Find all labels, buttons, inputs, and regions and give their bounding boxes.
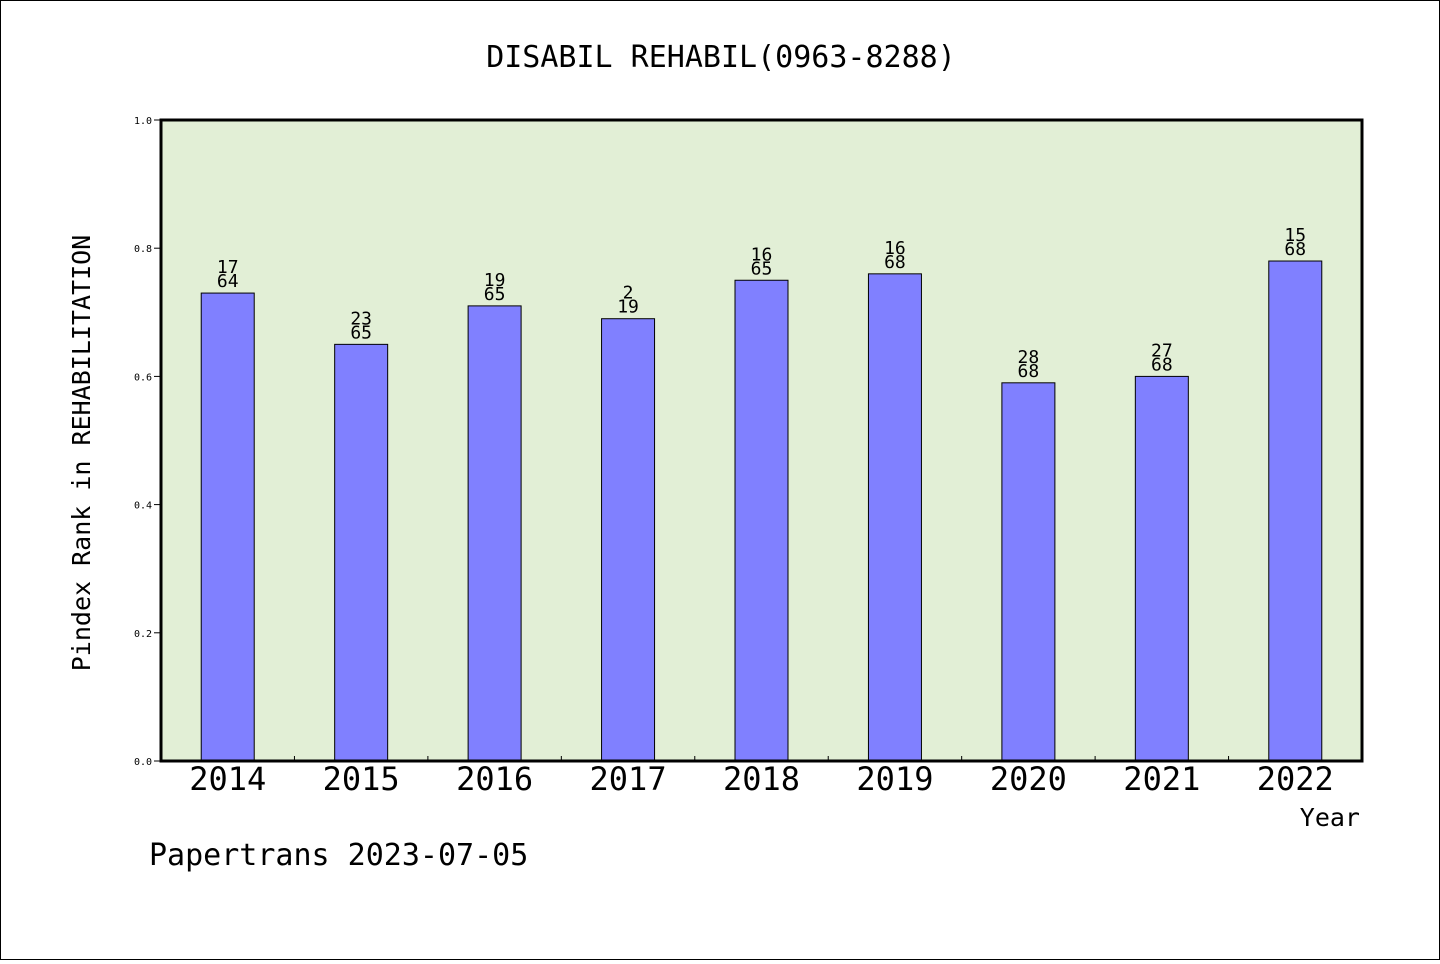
rank-label: 28 bbox=[1018, 347, 1040, 368]
total-label: 65 bbox=[484, 284, 506, 305]
bar-2016 bbox=[467, 305, 522, 762]
rank-label: 23 bbox=[350, 308, 372, 329]
x-tick-label: 2015 bbox=[323, 760, 400, 798]
total-label: 64 bbox=[217, 271, 239, 292]
total-label: 65 bbox=[350, 322, 372, 343]
y-tick-label: 0.8 bbox=[134, 244, 152, 255]
total-label: 68 bbox=[884, 252, 906, 273]
x-tick-label: 2019 bbox=[856, 760, 933, 798]
rank-label: 19 bbox=[484, 270, 506, 291]
bar-2014 bbox=[200, 292, 255, 762]
y-tick-label: 0.2 bbox=[134, 629, 152, 640]
y-axis-label: Pindex Rank in REHABILITATION bbox=[67, 235, 96, 672]
total-label: 65 bbox=[751, 258, 773, 279]
x-tick-label: 2014 bbox=[189, 760, 266, 798]
x-tick-label: 2022 bbox=[1257, 760, 1334, 798]
rank-label: 27 bbox=[1151, 340, 1173, 361]
bar-2022 bbox=[1268, 260, 1323, 762]
plot-border bbox=[159, 118, 1364, 763]
rank-label: 15 bbox=[1284, 225, 1306, 246]
rank-label: 16 bbox=[884, 238, 906, 259]
footer-text: Papertrans 2023-07-05 bbox=[149, 838, 528, 873]
y-tick-label: 0.4 bbox=[134, 501, 152, 512]
rank-label: 17 bbox=[217, 257, 239, 278]
bar-2015 bbox=[334, 343, 389, 762]
bar-2017 bbox=[601, 318, 656, 762]
y-tick-label: 0.0 bbox=[134, 757, 152, 768]
rank-label: 2 bbox=[623, 283, 634, 304]
x-tick-label: 2021 bbox=[1123, 760, 1200, 798]
y-tick-label: 0.6 bbox=[134, 372, 152, 383]
y-tick-label: 1.0 bbox=[134, 116, 152, 127]
x-axis-label: Year bbox=[1300, 803, 1360, 832]
total-label: 68 bbox=[1018, 361, 1040, 382]
total-label: 19 bbox=[617, 297, 639, 318]
rank-label: 16 bbox=[751, 244, 773, 265]
bar-2020 bbox=[1001, 382, 1056, 762]
x-tick-label: 2017 bbox=[590, 760, 667, 798]
bar-2019 bbox=[867, 273, 922, 762]
bar-2018 bbox=[734, 279, 789, 762]
chart-title: DISABIL REHABIL(0963-8288) bbox=[486, 40, 956, 75]
x-tick-label: 2018 bbox=[723, 760, 800, 798]
x-tick-label: 2020 bbox=[990, 760, 1067, 798]
x-tick-label: 2016 bbox=[456, 760, 533, 798]
total-label: 68 bbox=[1151, 354, 1173, 375]
bar-2021 bbox=[1134, 375, 1189, 762]
total-label: 68 bbox=[1284, 239, 1306, 260]
